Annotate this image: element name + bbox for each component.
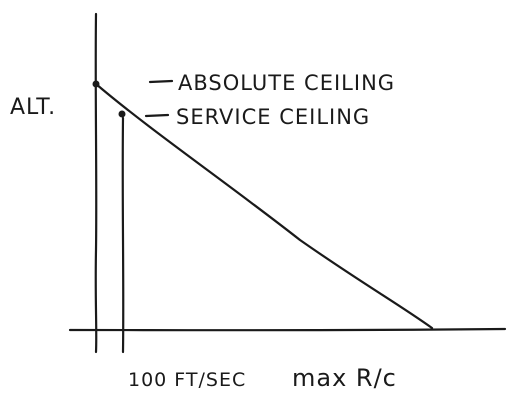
- x-tick-label: 100 FT/SEC: [128, 369, 246, 391]
- service-ceiling-leader: [144, 113, 170, 118]
- altitude-axis: [94, 12, 98, 354]
- altitude-axis-label: ALT.: [10, 95, 56, 120]
- absolute-ceiling-point: [92, 80, 100, 88]
- service-ceiling-label: SERVICE CEILING: [176, 105, 370, 129]
- ceiling-curve: [94, 82, 434, 330]
- absolute-ceiling-label: ABSOLUTE CEILING: [178, 71, 395, 95]
- absolute-ceiling-leader: [148, 79, 174, 84]
- service-ceiling-point: [118, 110, 126, 118]
- service-ceiling-reference-line: [121, 116, 125, 354]
- rate-of-climb-axis: [68, 327, 507, 332]
- rate-of-climb-axis-label: max R/c: [292, 364, 397, 392]
